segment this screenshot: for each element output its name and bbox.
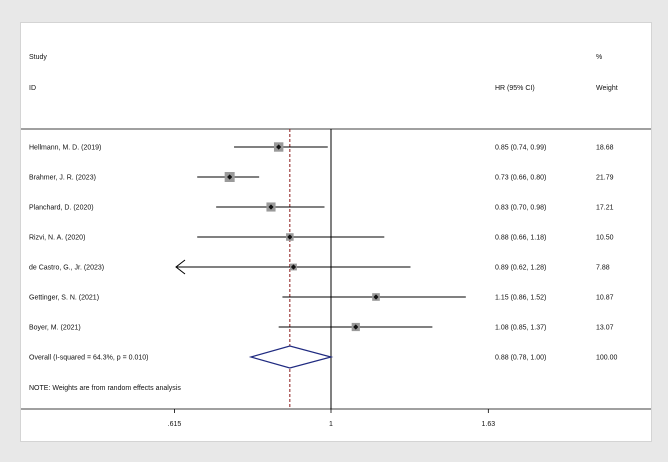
study-row: Boyer, M. (2021) 1.08 (0.85, 1.37) 13.07 xyxy=(29,322,614,332)
weight-value: 10.87 xyxy=(596,295,614,302)
forest-plot: Study ID HR (95% CI) % Weight Hellmann, … xyxy=(21,54,651,428)
overall-weight: 100.00 xyxy=(596,355,618,362)
note-text: NOTE: Weights are from random effects an… xyxy=(29,385,181,392)
study-name: Brahmer, J. R. (2023) xyxy=(29,175,96,182)
study-row: Planchard, D. (2020) 0.83 (0.70, 0.98) 17.… xyxy=(29,202,614,212)
study-name: Gettinger, S. N. (2021) xyxy=(29,295,99,302)
study-row: Brahmer, J. R. (2023) 0.73 (0.66, 0.80) 21… xyxy=(29,172,614,182)
point-estimate xyxy=(290,264,297,270)
study-row: de Castro, G., Jr. (2023) 0.89 (0.62, 1.2… xyxy=(29,259,610,275)
hr-ci-value: 1.08 (0.85, 1.37) xyxy=(495,325,546,332)
study-row: Hellmann, M. D. (2019) 0.85 (0.74, 0.99) 1… xyxy=(29,142,614,152)
plot-panel: Study ID HR (95% CI) % Weight Hellmann, … xyxy=(20,22,652,442)
point-estimate xyxy=(353,324,359,330)
study-name: Rizvi, N. A. (2020) xyxy=(29,235,85,242)
study-name: Hellmann, M. D. (2019) xyxy=(29,145,101,152)
header-weight: Weight xyxy=(596,85,618,92)
overall-diamond xyxy=(248,345,334,369)
weight-value: 13.07 xyxy=(596,325,614,332)
point-estimate xyxy=(373,294,379,300)
weight-value: 17.21 xyxy=(596,205,614,212)
study-row: Gettinger, S. N. (2021) 1.15 (0.86, 1.52)… xyxy=(29,293,614,302)
point-estimate xyxy=(287,234,293,240)
header-id: ID xyxy=(29,85,36,92)
study-name: Planchard, D. (2020) xyxy=(29,205,94,212)
study-name: Boyer, M. (2021) xyxy=(29,325,81,332)
point-estimate xyxy=(276,144,282,150)
overall-row: Overall (I-squared = 64.3%, p = 0.010) 0.… xyxy=(29,345,618,369)
hr-ci-value: 1.15 (0.86, 1.52) xyxy=(495,295,546,302)
study-row: Rizvi, N. A. (2020) 0.88 (0.66, 1.18) 10.5… xyxy=(29,233,614,242)
hr-ci-value: 0.89 (0.62, 1.28) xyxy=(495,265,546,272)
x-tick-label: 1.63 xyxy=(482,421,496,428)
x-tick-label: .615 xyxy=(168,421,182,428)
weight-value: 21.79 xyxy=(596,175,614,182)
point-estimate xyxy=(227,174,233,180)
weight-value: 18.68 xyxy=(596,145,614,152)
header-study: Study xyxy=(29,54,47,61)
study-rows: Hellmann, M. D. (2019) 0.85 (0.74, 0.99) 1… xyxy=(29,129,618,409)
weight-value: 10.50 xyxy=(596,235,614,242)
hr-ci-value: 0.73 (0.66, 0.80) xyxy=(495,175,546,182)
study-name: de Castro, G., Jr. (2023) xyxy=(29,265,104,272)
x-tick-label: 1 xyxy=(329,421,333,428)
overall-label: Overall (I-squared = 64.3%, p = 0.010) xyxy=(29,355,148,362)
hr-ci-value: 0.85 (0.74, 0.99) xyxy=(495,145,546,152)
hr-ci-value: 0.83 (0.70, 0.98) xyxy=(495,205,546,212)
overall-hr-ci: 0.88 (0.78, 1.00) xyxy=(495,355,546,362)
hr-ci-value: 0.88 (0.66, 1.18) xyxy=(495,235,546,242)
weight-value: 7.88 xyxy=(596,265,610,272)
point-estimate xyxy=(268,204,274,210)
ci-arrow xyxy=(175,259,186,275)
header-hr-ci: HR (95% CI) xyxy=(495,85,535,92)
header-weight-pct: % xyxy=(596,54,602,61)
x-axis: .615 1 1.63 xyxy=(168,409,496,428)
